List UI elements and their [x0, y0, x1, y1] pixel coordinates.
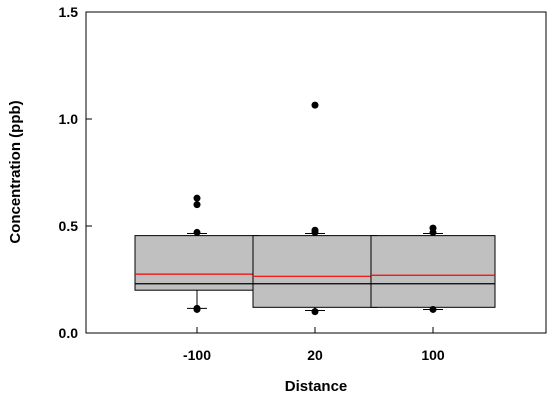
x-axis-title: Distance — [285, 378, 348, 395]
y-tick-label: 0.5 — [59, 218, 79, 234]
outlier-point — [193, 305, 201, 313]
y-axis-title: Concentration (ppb) — [7, 100, 24, 243]
box-group — [252, 101, 378, 316]
y-tick-label: 0.0 — [59, 325, 79, 341]
box-iqr — [252, 235, 378, 308]
outlier-point — [193, 194, 201, 202]
box-iqr — [134, 235, 260, 291]
y-tick-label: 1.5 — [59, 4, 79, 20]
box-iqr — [370, 235, 496, 308]
outlier-point — [193, 201, 201, 209]
outlier-point — [429, 228, 437, 236]
y-axis: 0.0 0.5 1.0 1.5 — [59, 4, 92, 341]
outlier-point — [311, 308, 319, 316]
y-tick-label: 1.0 — [59, 111, 79, 127]
box-group — [134, 194, 260, 313]
outlier-point — [311, 101, 319, 109]
x-axis: -100 20 100 — [183, 327, 445, 363]
x-tick-label: 20 — [307, 347, 323, 363]
x-tick-label: -100 — [183, 347, 211, 363]
boxes — [134, 101, 496, 316]
box-group — [370, 224, 496, 313]
outlier-point — [429, 305, 437, 313]
outlier-point — [311, 228, 319, 236]
outlier-point — [193, 228, 201, 236]
x-tick-label: 100 — [421, 347, 445, 363]
plot-frame — [85, 11, 547, 334]
